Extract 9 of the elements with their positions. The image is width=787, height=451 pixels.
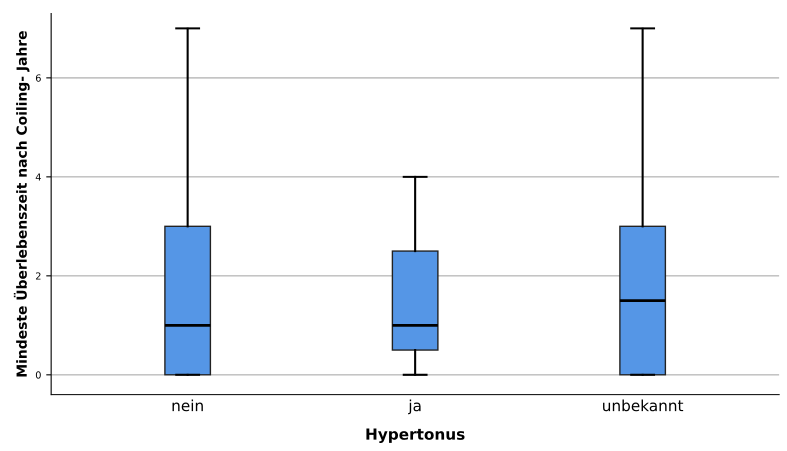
y-tick-label: 2 xyxy=(36,272,40,280)
y-tick-label: 0 xyxy=(36,371,41,379)
y-axis-title: Mindeste Überlebenszeit nach Coiling- Jahre xyxy=(14,31,30,376)
y-tick-label: 6 xyxy=(36,74,41,82)
x-axis-title: Hypertonus xyxy=(366,428,465,443)
y-tick-label: 4 xyxy=(36,173,41,181)
x-tick-label: ja xyxy=(408,399,421,414)
x-tick-label: unbekannt xyxy=(603,399,684,412)
x-tick-label: nein xyxy=(172,399,203,412)
